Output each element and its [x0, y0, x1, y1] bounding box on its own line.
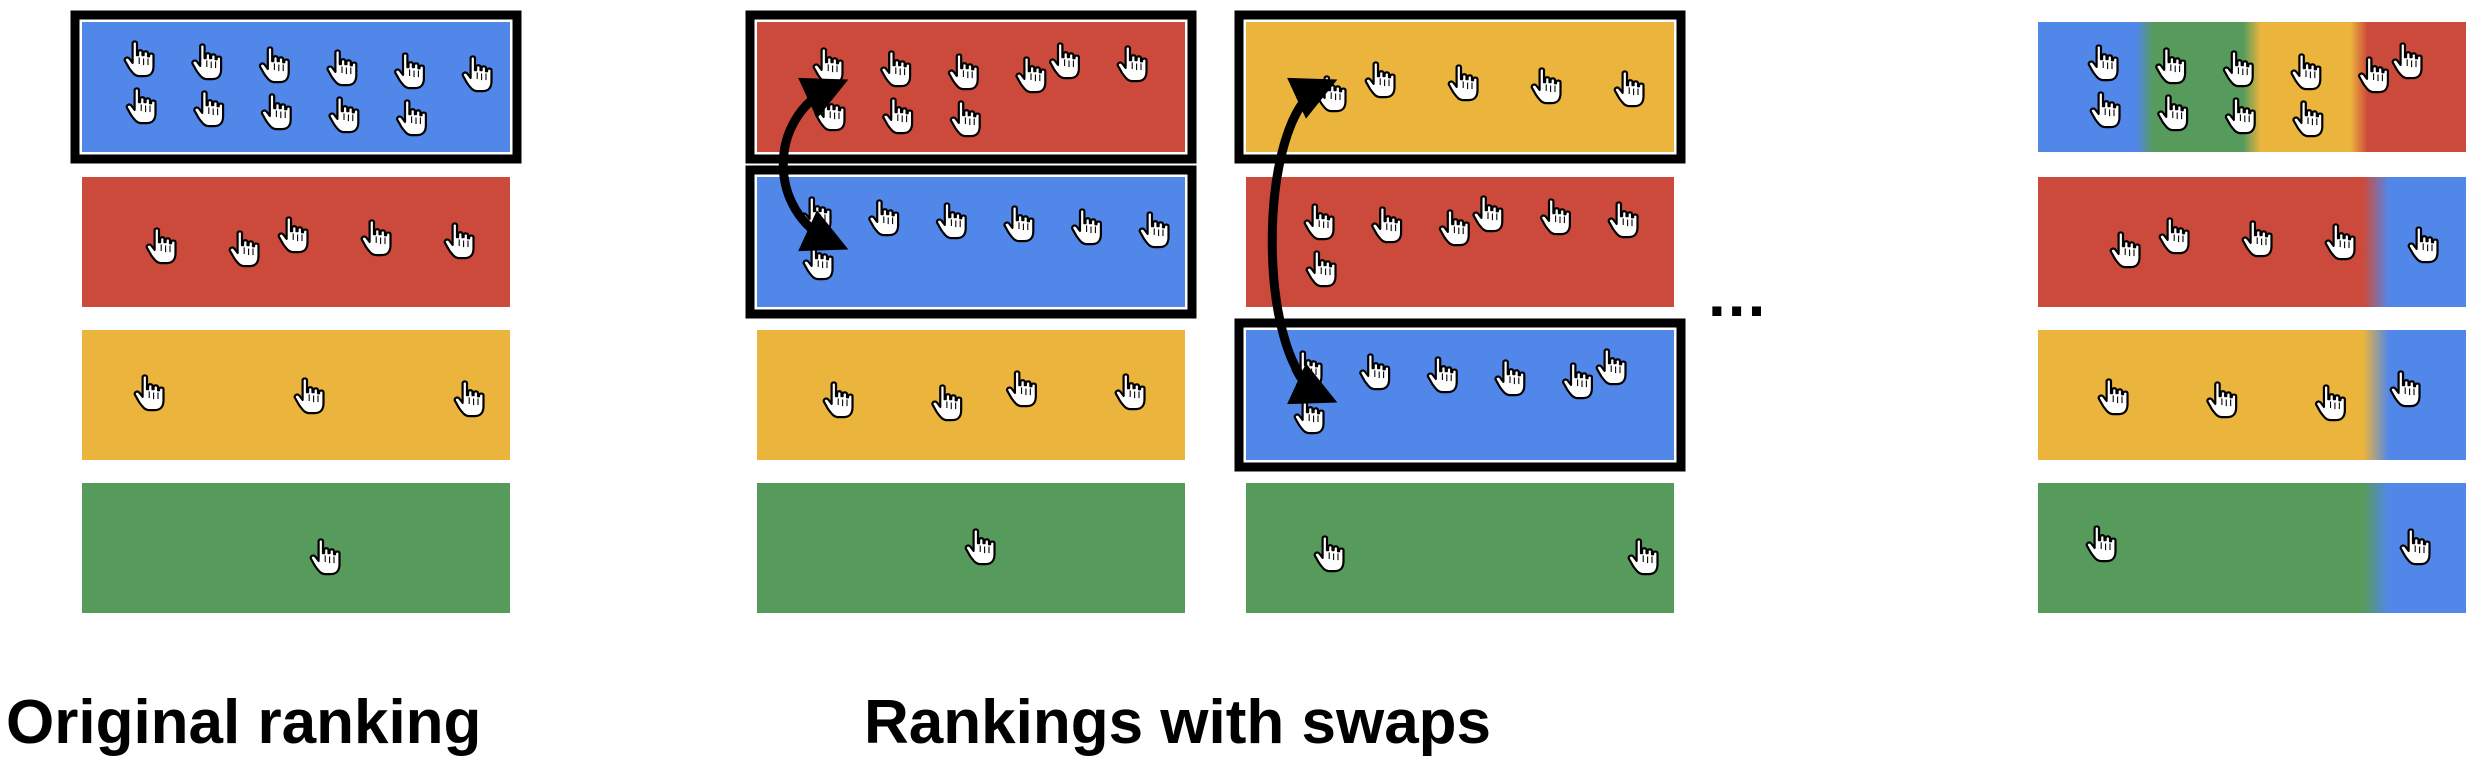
result-row	[2038, 22, 2466, 152]
result-row-bar	[82, 483, 510, 613]
result-row	[2038, 330, 2466, 460]
result-row	[1246, 483, 1674, 613]
highlight-border	[1234, 318, 1686, 472]
result-row	[1234, 318, 1686, 472]
highlight-border	[745, 10, 1197, 164]
result-row	[745, 10, 1197, 164]
result-row-bar	[757, 330, 1185, 460]
result-row	[82, 483, 510, 613]
highlight-border	[70, 10, 522, 164]
result-row-bar	[1246, 330, 1674, 460]
result-row	[1234, 10, 1686, 164]
result-row	[82, 177, 510, 307]
result-row	[70, 10, 522, 164]
caption-rankings-with-swaps: Rankings with swaps	[864, 688, 1492, 757]
result-row-bar	[82, 22, 510, 152]
caption-original-ranking: Original ranking	[6, 688, 482, 757]
swap-arrow	[778, 77, 849, 252]
result-row	[2038, 177, 2466, 307]
result-row-bar	[757, 177, 1185, 307]
highlight-border	[745, 165, 1197, 319]
ellipsis: ...	[1708, 258, 1768, 330]
swap-arrow	[1267, 77, 1338, 405]
swap-ranking-1	[745, 10, 1197, 613]
result-row	[1246, 177, 1674, 307]
original-ranking	[70, 10, 522, 613]
swap-ranking-2	[1234, 10, 1686, 613]
aggregate-ranking	[2038, 22, 2466, 613]
result-row	[82, 330, 510, 460]
result-row	[745, 165, 1197, 319]
highlight-border	[1234, 10, 1686, 164]
result-row	[2038, 483, 2466, 613]
result-row-bar	[1246, 483, 1674, 613]
result-row	[757, 330, 1185, 460]
result-row	[757, 483, 1185, 613]
